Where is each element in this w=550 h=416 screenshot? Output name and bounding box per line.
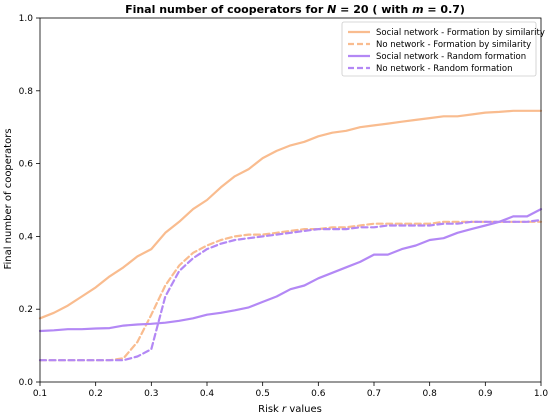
series-line-3 xyxy=(38,208,543,333)
legend-label-3: Social network - Random formation xyxy=(376,52,526,62)
x-tick-label: 0.4 xyxy=(200,389,215,399)
x-axis-label: Risk r values xyxy=(258,404,322,415)
x-tick-label: 1.0 xyxy=(534,389,549,399)
legend-label-1: Social network - Formation by similarity xyxy=(376,28,545,38)
legend-label-4: No network - Random formation xyxy=(376,64,512,74)
y-axis-label: Final number of cooperators xyxy=(3,128,14,269)
series-line-1 xyxy=(38,109,543,320)
x-tick-label: 0.5 xyxy=(256,389,270,399)
y-tick-label: 1.0 xyxy=(19,14,34,24)
series-line-4 xyxy=(38,218,543,362)
x-tick-label: 0.6 xyxy=(311,389,326,399)
chart-title: Final number of cooperators for N = 20 (… xyxy=(125,3,465,16)
y-tick-label: 0.2 xyxy=(19,305,33,315)
legend-label-2: No network - Formation by similarity xyxy=(376,40,531,50)
y-tick-label: 0.0 xyxy=(19,378,34,388)
legend-box xyxy=(341,21,537,77)
x-tick-label: 0.2 xyxy=(89,389,103,399)
y-tick-label: 0.8 xyxy=(19,87,34,97)
plot-frame xyxy=(39,17,542,383)
x-tick-label: 0.7 xyxy=(367,389,381,399)
y-tick-label: 0.6 xyxy=(19,160,34,170)
x-tick-label: 0.1 xyxy=(33,389,47,399)
x-tick-label: 0.8 xyxy=(423,389,438,399)
x-axis-ticks: 0.1 0.2 0.3 0.4 0.5 0.6 0.7 0.8 0.9 1.0 xyxy=(33,382,549,399)
x-tick-label: 0.3 xyxy=(144,389,158,399)
y-axis-ticks: 0.0 0.2 0.4 0.6 0.8 1.0 xyxy=(19,14,40,388)
y-tick-label: 0.4 xyxy=(19,232,34,242)
x-tick-label: 0.9 xyxy=(478,389,493,399)
series-line-2 xyxy=(38,220,543,362)
plot-area xyxy=(38,109,543,362)
legend: Social network - Formation by similarity… xyxy=(341,21,545,77)
